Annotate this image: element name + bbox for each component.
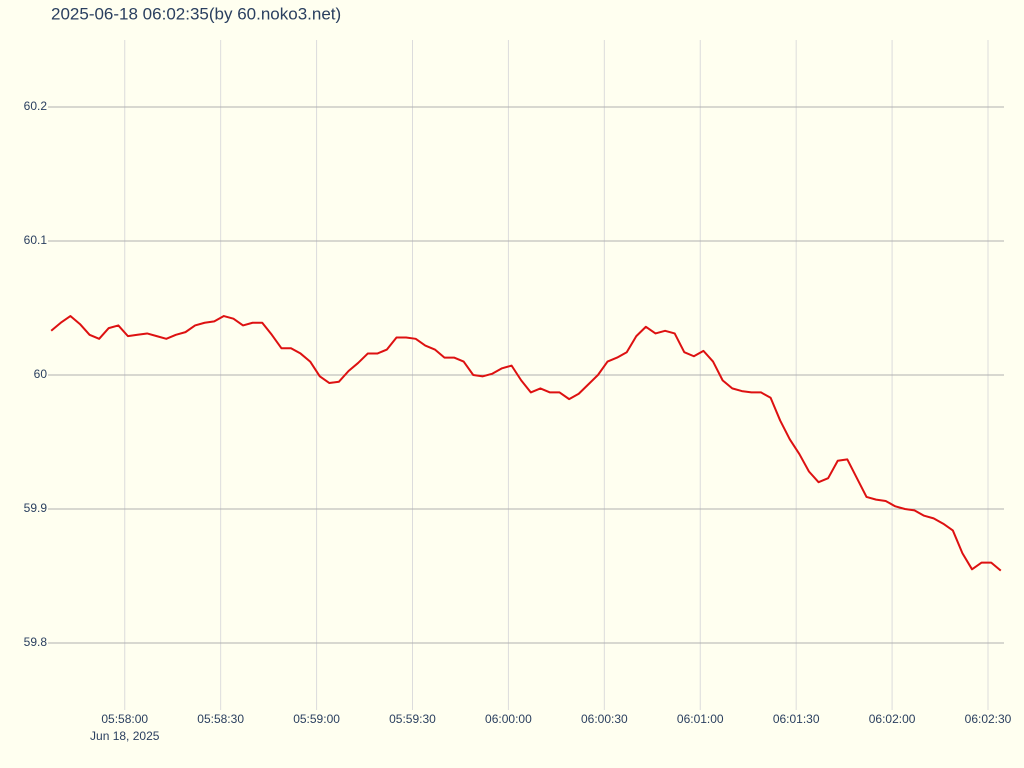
x-tick-label: 05:59:00 (293, 712, 340, 726)
x-tick-label: 06:02:30 (965, 712, 1012, 726)
x-tick-label: 06:00:30 (581, 712, 628, 726)
x-tick-label: 05:59:30 (389, 712, 436, 726)
x-tick-label: 06:00:00 (485, 712, 532, 726)
y-tick-label: 60.1 (24, 233, 48, 247)
chart-title: 2025-06-18 06:02:35(by 60.noko3.net) (51, 4, 341, 23)
x-tick-label: 06:01:00 (677, 712, 724, 726)
x-tick-label: 06:02:00 (869, 712, 916, 726)
y-tick-label: 59.8 (24, 635, 48, 649)
y-tick-label: 60.2 (24, 99, 48, 113)
x-tick-label: 05:58:30 (197, 712, 244, 726)
y-tick-label: 60 (34, 367, 48, 381)
x-tick-label: 06:01:30 (773, 712, 820, 726)
y-tick-label: 59.9 (24, 501, 48, 515)
x-date-label: Jun 18, 2025 (90, 729, 160, 743)
price-line (50, 315, 1002, 572)
x-tick-label: 05:58:00 (101, 712, 148, 726)
